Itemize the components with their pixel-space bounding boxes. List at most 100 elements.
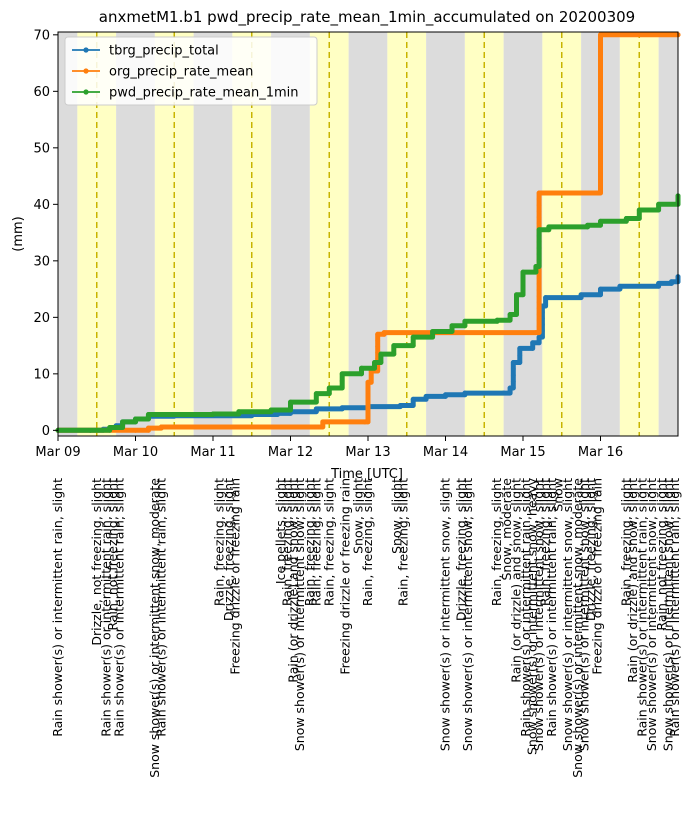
- y-tick-label: 0: [42, 424, 50, 439]
- series-2-point: [288, 399, 293, 405]
- weather-annotation: Snow shower(s) or intermittent snow, sli…: [576, 478, 591, 751]
- y-axis-label: (mm): [11, 216, 26, 251]
- weather-annotation: Snow shower(s) or intermittent snow, mod…: [147, 478, 162, 778]
- weather-annotation: Rain, freezing, slight: [279, 478, 294, 606]
- background-band-16: [658, 32, 678, 436]
- series-1-point: [368, 379, 374, 385]
- series-1-point: [536, 208, 542, 214]
- weather-annotation: Drizzle, freezing, slight: [583, 478, 598, 621]
- series-2-point: [536, 245, 542, 251]
- weather-annotation: Rain shower(s) or intermittent rain, sli…: [50, 478, 65, 737]
- series-1-point: [598, 190, 603, 196]
- series-2-point: [288, 407, 293, 413]
- series-2-point: [449, 329, 455, 334]
- series-1-point: [536, 311, 542, 317]
- background-band-10: [426, 32, 465, 436]
- series-1-point: [536, 305, 542, 311]
- series-1-point: [375, 331, 381, 337]
- series-2-point: [326, 385, 332, 391]
- series-2-point: [326, 391, 332, 397]
- series-0-point: [517, 360, 523, 365]
- series-1-point: [598, 38, 603, 44]
- chart-title: anxmetM1.b1 pwd_precip_rate_mean_1min_ac…: [99, 8, 635, 27]
- weather-annotation: Snow shower(s) or intermittent snow, sli…: [660, 478, 675, 751]
- series-1-point: [536, 281, 542, 287]
- series-2-point: [146, 416, 151, 422]
- series-1-point: [598, 141, 603, 147]
- series-2-point: [514, 312, 519, 317]
- series-1-point: [598, 32, 603, 38]
- series-1-point: [598, 62, 603, 68]
- series-0-point: [530, 340, 536, 346]
- series-1-point: [536, 287, 542, 293]
- weather-annotation: Snow, slight: [389, 478, 404, 554]
- series-2-point: [494, 317, 500, 323]
- series-2-point: [87, 427, 93, 433]
- series-2-point: [462, 318, 468, 324]
- legend-swatch-marker: [83, 89, 89, 95]
- series-2-point: [313, 399, 319, 405]
- y-tick-label: 70: [33, 28, 50, 43]
- legend-swatch-marker: [83, 68, 89, 74]
- series-1-point: [536, 318, 542, 323]
- series-1-point: [375, 338, 381, 343]
- series-2-point: [410, 343, 416, 348]
- series-2-point: [536, 257, 542, 263]
- series-2-point: [410, 334, 416, 340]
- series-1-point: [536, 214, 542, 220]
- weather-annotation: Snow shower(s) or intermittent snow, sli…: [531, 478, 546, 751]
- x-tick-label: Mar 10: [113, 445, 158, 460]
- series-2-point: [520, 284, 526, 290]
- series-lines: [55, 32, 681, 433]
- y-tick-label: 20: [33, 311, 50, 326]
- y-tick-label: 10: [33, 367, 50, 382]
- x-tick-label: Mar 12: [268, 445, 313, 460]
- series-2-point: [372, 365, 377, 371]
- series-2-point: [536, 227, 542, 233]
- series-1-point: [598, 75, 603, 80]
- series-0-point: [543, 303, 549, 309]
- series-0-point: [462, 390, 468, 396]
- series-1-point: [320, 419, 326, 425]
- weather-annotation: Drizzle, freezing, slight: [221, 478, 236, 621]
- series-0-point: [617, 283, 623, 289]
- series-2-point: [514, 292, 519, 298]
- series-0-point: [339, 405, 345, 411]
- series-2-point: [598, 218, 603, 224]
- series-2-point: [120, 425, 125, 430]
- x-tick-label: Mar 11: [190, 445, 235, 460]
- series-1-point: [598, 178, 603, 184]
- weather-annotation: Snow shower(s) or intermittent snow, sli…: [292, 478, 307, 751]
- series-2-point: [536, 264, 542, 269]
- series-1-point: [536, 190, 542, 196]
- series-2-point: [339, 385, 345, 391]
- background-band-0: [58, 32, 78, 436]
- series-2-point: [514, 298, 519, 304]
- legend-label: tbrg_precip_total: [109, 44, 219, 59]
- series-2-point: [536, 233, 542, 239]
- series-0-point: [530, 346, 536, 351]
- series-2-point: [656, 201, 662, 207]
- series-2-point: [430, 334, 435, 340]
- weather-annotation: Rain, freezing, slight: [212, 478, 227, 606]
- series-2-point: [585, 222, 590, 228]
- weather-annotation: Drizzle, freezing, slight: [454, 478, 469, 621]
- series-2-point: [520, 292, 526, 298]
- series-0-point: [410, 396, 416, 402]
- weather-annotation: Snow shower(s) or intermittent snow, hea…: [525, 477, 540, 755]
- x-axis-label: Time [UTC]: [330, 467, 403, 482]
- series-1-point: [365, 412, 371, 418]
- weather-annotation: Rain shower(s) or intermittent rain, sli…: [111, 478, 126, 737]
- series-0-point: [510, 360, 516, 365]
- series-2-point: [210, 411, 216, 417]
- weather-annotation: Rain shower(s) or intermittent rain, sli…: [667, 478, 682, 737]
- series-1-point: [536, 330, 542, 335]
- series-2-point: [372, 360, 377, 365]
- series-1-point: [375, 368, 381, 374]
- series-2-point: [623, 216, 629, 221]
- weather-annotation: Rain shower(s) or intermittent rain, sli…: [544, 478, 559, 737]
- y-tick-label: 40: [33, 198, 50, 213]
- series-0-point: [669, 279, 674, 285]
- series-1-point: [146, 425, 151, 431]
- series-2-point: [507, 312, 513, 317]
